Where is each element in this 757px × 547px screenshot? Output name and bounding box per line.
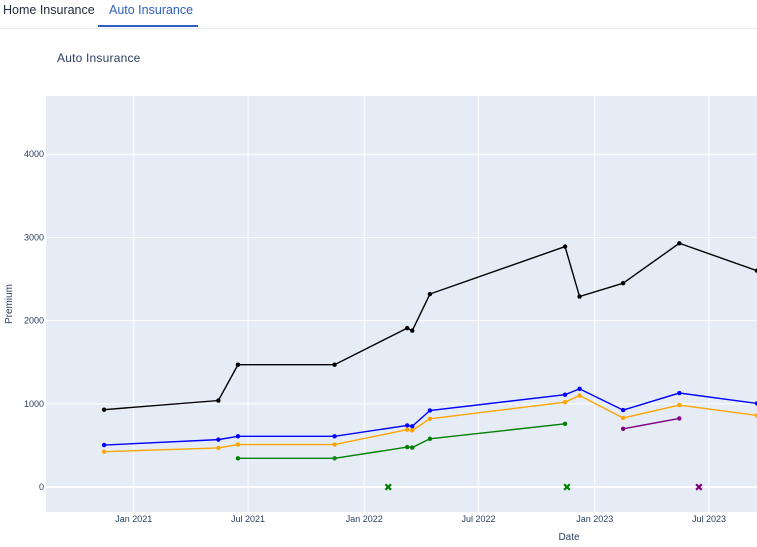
series-4 <box>620 416 682 431</box>
data-point <box>677 402 682 408</box>
data-point <box>101 449 107 454</box>
y-axis-title: Premium <box>4 284 15 324</box>
series-3 <box>235 421 568 461</box>
data-point <box>562 392 568 397</box>
data-point <box>577 393 582 398</box>
data-point <box>410 445 415 450</box>
data-point <box>427 436 433 441</box>
series-2 <box>101 393 757 454</box>
data-point <box>235 362 241 367</box>
data-point <box>216 437 221 442</box>
data-point <box>677 241 682 246</box>
data-point <box>332 434 337 439</box>
data-point <box>562 421 568 427</box>
series-line <box>623 417 680 430</box>
tab-home-insurance[interactable]: Home Insurance <box>3 3 95 17</box>
data-point <box>101 407 107 412</box>
data-point <box>404 423 410 428</box>
data-point <box>332 442 337 447</box>
y-tick-label: 4000 <box>24 149 44 159</box>
y-tick-label: 1000 <box>24 399 44 409</box>
tab-bar: Home Insurance Auto Insurance <box>0 0 757 29</box>
data-point <box>427 291 433 297</box>
tab-auto-insurance[interactable]: Auto Insurance <box>98 0 198 27</box>
data-point <box>332 456 337 461</box>
data-point <box>677 416 682 421</box>
data-point <box>235 456 241 461</box>
chart-title: Auto Insurance <box>57 51 141 65</box>
data-point <box>620 281 626 286</box>
data-point <box>235 434 241 439</box>
x-tick-label: Jul 2023 <box>692 514 726 524</box>
data-point <box>577 386 582 392</box>
series-0 <box>101 241 757 412</box>
data-point <box>677 390 682 396</box>
data-point <box>754 268 757 273</box>
data-point <box>410 328 415 333</box>
series-line <box>237 423 566 460</box>
data-point <box>620 426 626 431</box>
grid-layer <box>46 96 757 512</box>
data-point <box>410 428 415 433</box>
data-point <box>404 427 410 432</box>
data-point <box>410 424 415 429</box>
data-point <box>235 442 241 447</box>
data-point <box>404 444 410 450</box>
x-tick-label: Jan 2021 <box>115 514 152 524</box>
data-point <box>620 415 626 421</box>
data-point <box>754 401 757 406</box>
y-tick-label: 3000 <box>24 232 44 242</box>
data-point <box>101 442 107 448</box>
data-point <box>754 413 757 418</box>
x-tick-label: Jan 2022 <box>346 514 383 524</box>
series-1 <box>101 386 757 448</box>
series-line <box>104 388 757 446</box>
series-6 <box>695 483 703 491</box>
data-point <box>562 244 568 249</box>
series-line <box>104 394 757 453</box>
data-point <box>404 325 410 331</box>
data-point <box>332 362 337 367</box>
data-point <box>427 408 433 413</box>
data-point <box>427 416 433 422</box>
x-marker <box>695 483 703 491</box>
x-marker <box>384 483 392 491</box>
tick-layer: 0 1000 2000 3000 4000 Jan 2021 Jul 2021 Jan 202… <box>24 149 726 524</box>
x-tick-label: Jan 2023 <box>576 514 613 524</box>
data-point <box>216 445 221 451</box>
y-tick-label: 0 <box>39 482 44 492</box>
data-point <box>577 294 582 299</box>
data-point <box>562 399 568 405</box>
x-marker <box>563 483 571 491</box>
data-point <box>216 398 221 403</box>
y-tick-label: 2000 <box>24 316 44 326</box>
x-axis-title: Date <box>558 532 580 543</box>
series-5 <box>384 483 571 491</box>
x-tick-label: Jul 2022 <box>462 514 496 524</box>
series-line <box>104 242 757 411</box>
data-point <box>620 407 626 413</box>
x-tick-label: Jul 2021 <box>231 514 265 524</box>
series-layer <box>101 241 757 491</box>
